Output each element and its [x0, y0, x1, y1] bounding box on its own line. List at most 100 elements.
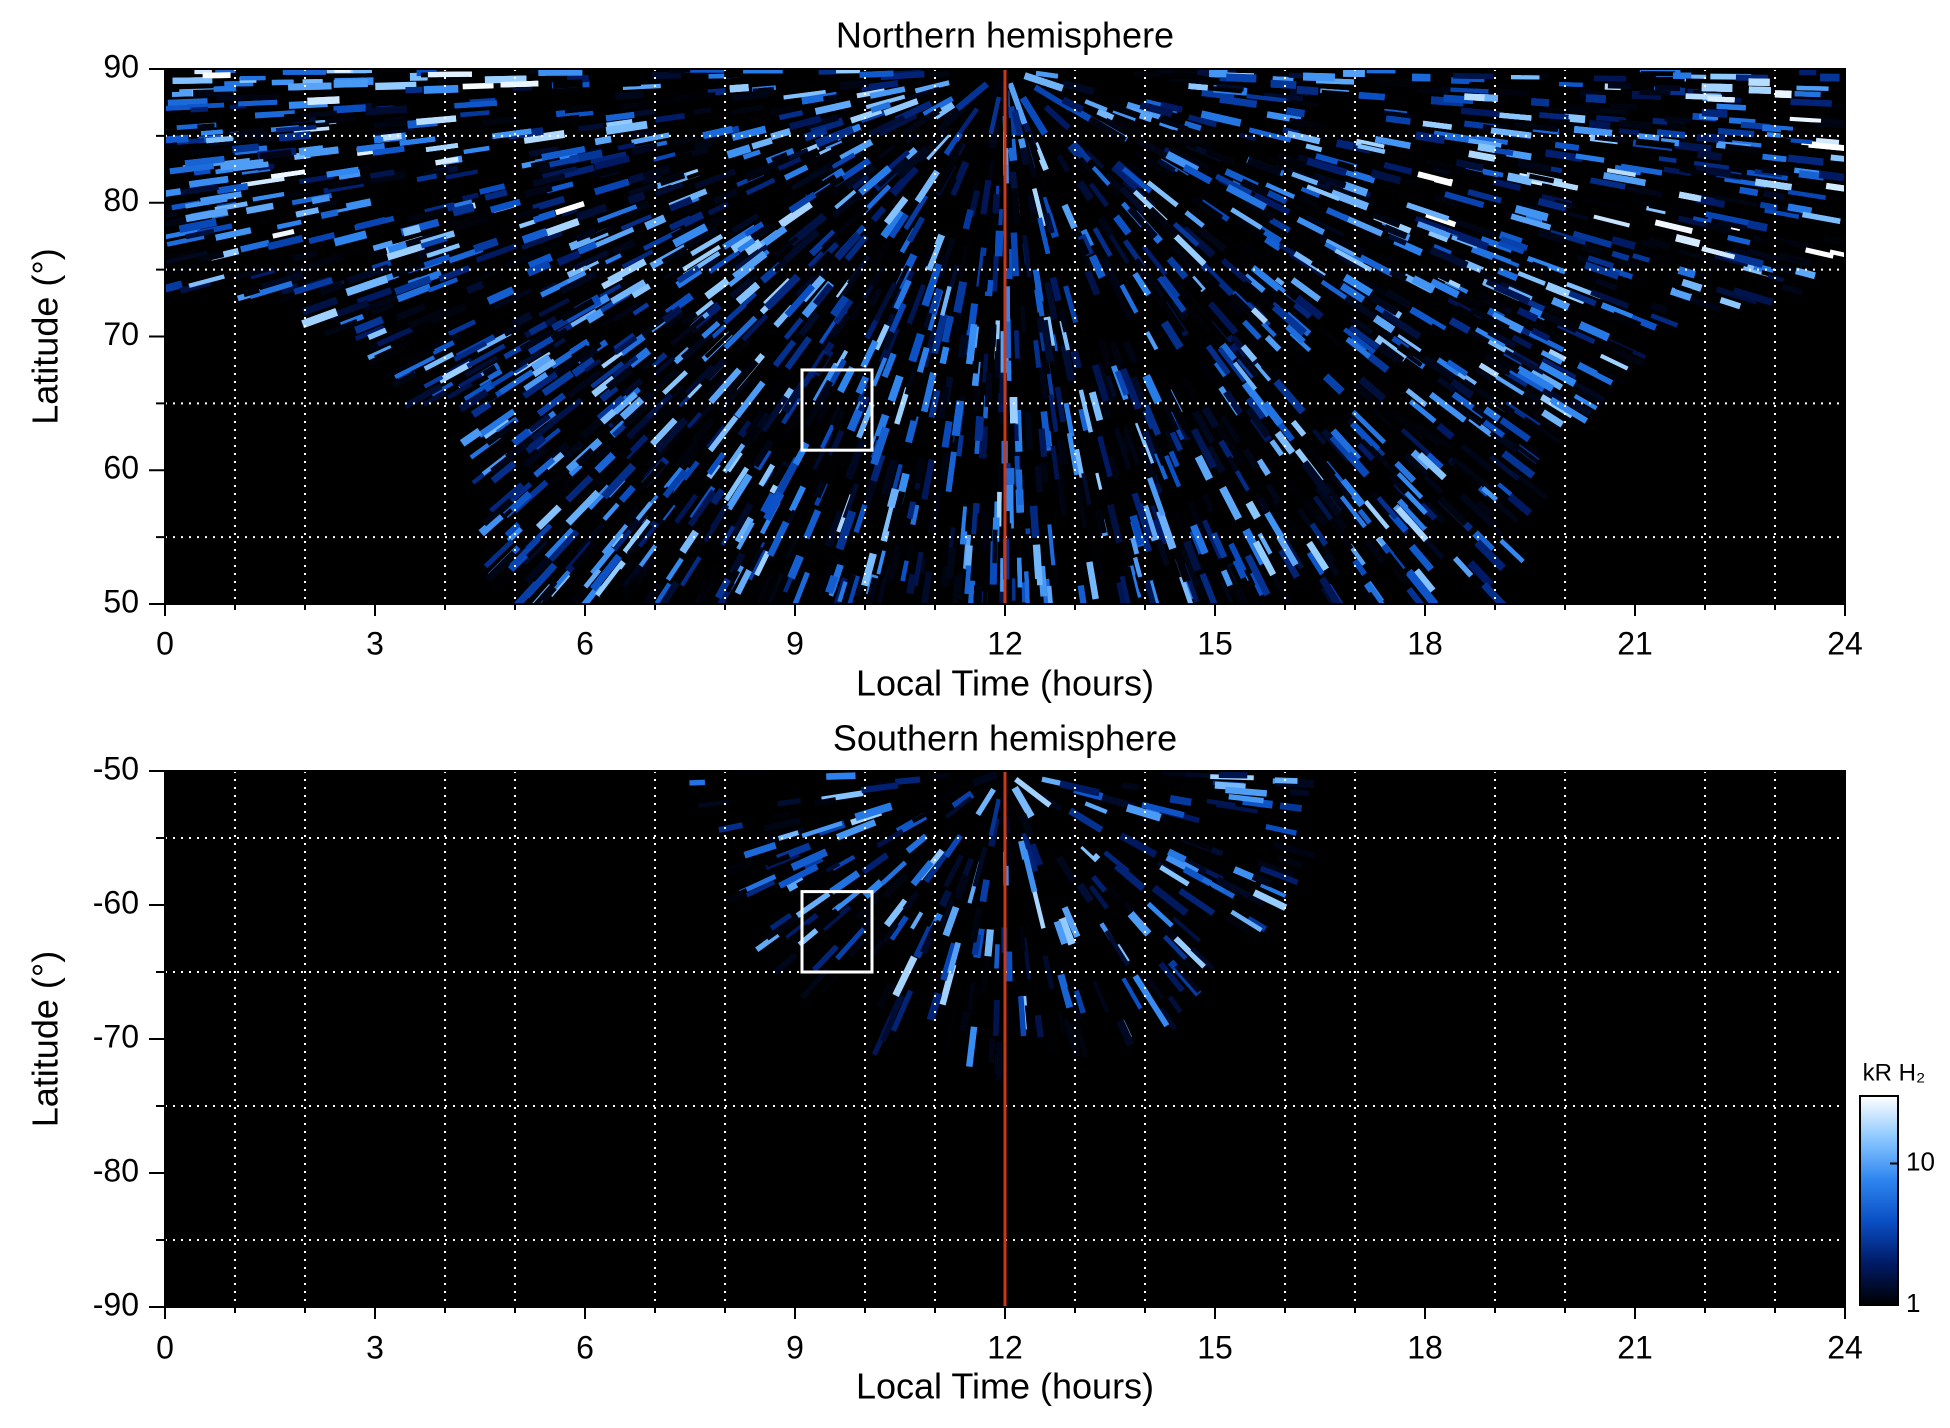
texture-streak: [1574, 129, 1612, 133]
texture-streak: [1659, 158, 1676, 160]
texture-streak: [708, 91, 726, 92]
texture-streak: [1478, 147, 1495, 150]
texture-streak: [732, 94, 769, 98]
texture-streak: [1702, 112, 1727, 114]
texture-streak: [273, 119, 309, 122]
x-tick-label: 0: [156, 1329, 174, 1365]
texture-streak: [1286, 111, 1304, 114]
texture-streak: [1081, 585, 1085, 613]
texture-streak: [193, 92, 233, 93]
texture-streak: [173, 80, 213, 81]
texture-streak: [639, 100, 677, 104]
texture-streak: [629, 195, 645, 200]
texture-streak: [155, 145, 177, 147]
texture-streak: [1283, 798, 1312, 801]
texture-streak: [1037, 290, 1040, 313]
texture-streak: [1469, 154, 1495, 159]
texture-streak: [995, 256, 997, 292]
texture-streak: [1761, 240, 1785, 245]
texture-streak: [1814, 124, 1853, 127]
texture-streak: [1038, 466, 1040, 492]
texture-streak: [565, 107, 593, 110]
chart-title: Northern hemisphere: [836, 15, 1174, 56]
colorbar: [1860, 1096, 1898, 1305]
texture-streak: [1725, 147, 1759, 151]
texture-streak: [942, 387, 946, 409]
texture-streak: [1498, 92, 1529, 93]
x-tick-label: 15: [1197, 1329, 1233, 1365]
texture-streak: [230, 106, 246, 107]
x-tick-label: 12: [987, 625, 1023, 661]
texture-streak: [988, 929, 990, 956]
texture-streak: [1655, 88, 1680, 89]
texture-streak: [917, 459, 922, 483]
texture-streak: [608, 82, 640, 83]
texture-streak: [652, 75, 681, 76]
texture-streak: [1809, 145, 1846, 148]
x-tick-label: 15: [1197, 625, 1233, 661]
texture-streak: [168, 101, 208, 103]
texture-streak: [996, 944, 997, 968]
texture-streak: [1608, 85, 1631, 86]
texture-streak: [993, 325, 994, 348]
texture-streak: [930, 776, 949, 778]
chart-title: Southern hemisphere: [833, 718, 1177, 759]
texture-streak: [1386, 119, 1410, 122]
texture-streak: [753, 90, 773, 92]
texture-streak: [312, 198, 329, 201]
texture-streak: [999, 339, 1000, 377]
texture-streak: [1013, 172, 1014, 189]
texture-streak: [1749, 90, 1771, 91]
y-axis-label: Latitude (°): [25, 248, 66, 424]
texture-streak: [1038, 1015, 1041, 1037]
texture-streak: [1665, 119, 1691, 121]
texture-streak: [1790, 119, 1821, 121]
texture-streak: [366, 109, 407, 112]
texture-streak: [978, 416, 980, 440]
texture-streak: [1490, 102, 1508, 103]
x-axis-label: Local Time (hours): [856, 1366, 1154, 1407]
texture-streak: [823, 97, 839, 100]
y-axis-label: Latitude (°): [25, 951, 66, 1127]
y-tick-label: 70: [103, 316, 139, 352]
y-tick-label: -90: [93, 1286, 139, 1322]
texture-streak: [693, 110, 711, 113]
texture-streak: [1657, 132, 1685, 135]
texture-streak: [334, 108, 366, 110]
texture-streak: [403, 228, 419, 232]
texture-streak: [1036, 545, 1039, 586]
texture-streak: [1708, 99, 1735, 100]
texture-streak: [304, 150, 338, 154]
texture-streak: [1022, 306, 1024, 333]
texture-streak: [990, 160, 992, 178]
texture-streak: [1383, 130, 1401, 133]
texture-streak: [385, 120, 408, 122]
texture-streak: [687, 95, 715, 98]
texture-streak: [1636, 142, 1674, 146]
texture-streak: [1359, 95, 1385, 97]
texture-streak: [307, 100, 339, 101]
texture-streak: [1043, 463, 1045, 484]
x-tick-label: 12: [987, 1329, 1023, 1365]
texture-streak: [1024, 582, 1025, 602]
texture-streak: [1451, 80, 1484, 81]
texture-streak: [1289, 121, 1315, 126]
texture-streak: [942, 453, 946, 480]
texture-streak: [1098, 510, 1103, 533]
x-tick-label: 3: [366, 625, 384, 661]
texture-streak: [1795, 94, 1821, 95]
texture-streak: [975, 503, 977, 534]
x-tick-label: 21: [1617, 1329, 1653, 1365]
texture-streak: [1586, 98, 1606, 99]
texture-streak: [224, 83, 253, 84]
texture-streak: [460, 112, 489, 114]
texture-streak: [1499, 115, 1531, 118]
y-tick-label: -80: [93, 1152, 139, 1188]
texture-streak: [1034, 985, 1037, 1004]
texture-streak: [1508, 176, 1532, 181]
x-tick-label: 9: [786, 625, 804, 661]
texture-streak: [964, 1011, 967, 1031]
texture-streak: [1762, 128, 1793, 130]
texture-streak: [288, 86, 331, 87]
